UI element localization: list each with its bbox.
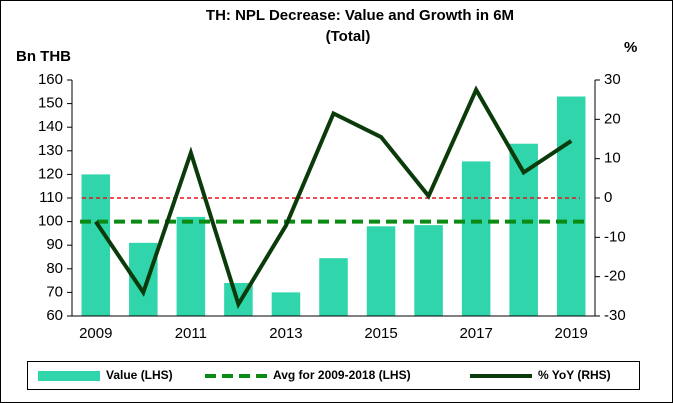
bar	[461, 161, 491, 316]
y-tick-label: 70	[46, 283, 63, 300]
y-tick-label: 130	[38, 142, 63, 159]
y2-tick-label: -10	[604, 228, 626, 245]
y2-tick-label: 20	[604, 110, 621, 127]
y-tick-label: 90	[46, 236, 63, 253]
bar	[81, 174, 111, 316]
y-axis-label: Bn THB	[16, 48, 71, 65]
y-tick-label: 140	[38, 118, 63, 135]
y2-tick-label: 30	[604, 71, 621, 88]
x-tick-label: 2015	[364, 325, 397, 342]
legend-label: % YoY (RHS)	[538, 368, 611, 382]
y-tick-label: 160	[38, 71, 63, 88]
x-tick-label: 2011	[175, 325, 207, 342]
x-tick-label: 2019	[555, 325, 588, 342]
bar	[556, 96, 586, 317]
y-tick-label: 60	[46, 307, 63, 324]
y-tick-label: 120	[38, 165, 63, 182]
y2-tick-label: -30	[604, 307, 626, 324]
bar	[176, 216, 206, 316]
legend-label: Avg for 2009-2018 (LHS)	[273, 368, 411, 382]
y-tick-label: 80	[46, 260, 63, 277]
y-tick-label: 100	[38, 213, 63, 230]
y2-tick-label: 0	[604, 189, 612, 206]
x-tick-label: 2009	[79, 325, 112, 342]
bar	[319, 258, 348, 316]
x-tick-label: 2017	[459, 325, 492, 342]
y2-tick-label: -20	[604, 268, 626, 285]
bar	[271, 292, 301, 316]
chart-title: TH: NPL Decrease: Value and Growth in 6M	[206, 7, 514, 24]
y-tick-label: 110	[39, 189, 63, 206]
y2-axis-label: %	[624, 39, 637, 56]
y2-tick-label: 10	[604, 150, 621, 167]
legend-swatch	[38, 371, 100, 381]
y-tick-label: 150	[38, 95, 63, 112]
chart-title: (Total)	[326, 28, 371, 45]
legend-label: Value (LHS)	[106, 368, 173, 382]
yoy-line	[94, 85, 573, 310]
bar	[414, 225, 443, 316]
x-tick-label: 2013	[269, 325, 302, 342]
legend-box	[27, 361, 640, 390]
bar	[366, 226, 396, 316]
